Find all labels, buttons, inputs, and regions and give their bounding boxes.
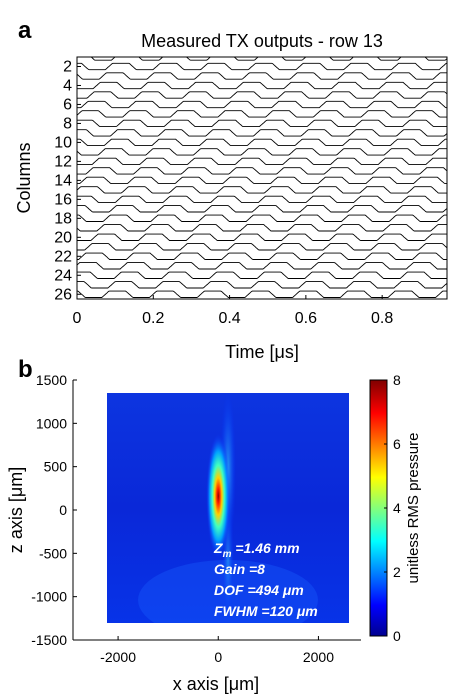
chart-a-y-tick-label: 16 (54, 191, 72, 208)
tx-series-column-5 (77, 91, 447, 99)
panel-label-a: a (18, 17, 32, 44)
chart-a-title: Measured TX outputs - row 13 (141, 31, 383, 51)
tx-series-column-17 (77, 205, 447, 213)
tx-series-column-4 (77, 81, 447, 90)
chart-b-y-tick-label: 500 (44, 459, 68, 475)
chart-b-x-tick-label: 0 (214, 649, 222, 665)
chart-a-y-tick-label: 4 (63, 77, 72, 94)
chart-a-x-axis-label: Time [μs] (225, 342, 299, 362)
chart-b-y-tick-label: 1000 (36, 415, 67, 431)
annotation-gain: Gain =8 (214, 561, 265, 577)
chart-b-x-axis-label: x axis [μm] (173, 674, 259, 694)
chart-a-x-tick-label: 0.8 (371, 310, 393, 327)
tx-series-column-11 (77, 148, 447, 156)
chart-a-y-tick-label: 10 (54, 134, 72, 151)
chart-b-y-tick-label: -1000 (31, 589, 67, 605)
chart-a-x-tick-label: 0.4 (218, 310, 240, 327)
chart-a-x-tick-label: 0.6 (295, 310, 317, 327)
chart-b-y-ticks: 1500 1000 500 0 -500 -1000 -1500 (31, 372, 77, 648)
tx-series-column-26 (77, 290, 447, 298)
colorbar-tick-label: 6 (393, 436, 401, 452)
chart-a-y-tick-label: 8 (63, 115, 72, 132)
annotation-dof: DOF =494 μm (214, 582, 304, 598)
chart-a-y-axis-label: Columns (14, 142, 34, 213)
tx-series-column-21 (77, 243, 447, 251)
tx-series-column-19 (77, 224, 447, 232)
tx-series-column-3 (77, 72, 447, 80)
tx-series-column-13 (77, 167, 447, 175)
chart-a-x-tick-label: 0 (73, 310, 82, 327)
chart-a-x-ticks: 0 0.2 0.4 0.6 0.8 (73, 295, 393, 327)
chart-b-heatmap (107, 393, 349, 623)
chart-a-y-tick-label: 24 (54, 267, 72, 284)
colorbar-tick-label: 2 (393, 564, 401, 580)
tx-series-column-6 (77, 100, 447, 109)
panel-label-b: b (18, 356, 33, 383)
tx-series-column-14 (77, 176, 447, 185)
tx-series-column-22 (77, 252, 447, 260)
tx-series-column-1 (90, 57, 447, 61)
tx-series-column-18 (77, 214, 447, 222)
tx-series-column-7 (77, 110, 447, 118)
colorbar-tick-label: 4 (393, 500, 401, 516)
annotation-fwhm: FWHM =120 μm (214, 603, 318, 619)
chart-a-y-tick-label: 12 (54, 153, 72, 170)
chart-b-y-tick-label: -500 (39, 545, 67, 561)
tx-series-column-8 (77, 119, 447, 128)
annotation-zm: Zm =1.46 mm (213, 540, 300, 560)
tx-series-column-20 (77, 233, 447, 241)
tx-series-column-23 (77, 262, 447, 270)
chart-b-y-tick-label: -1500 (31, 632, 67, 648)
tx-series-column-10 (77, 138, 447, 147)
chart-a-x-tick-label: 0.2 (142, 310, 164, 327)
chart-a-y-tick-label: 14 (54, 172, 72, 189)
chart-b-y-tick-label: 1500 (36, 372, 67, 388)
colorbar-tick-label: 0 (393, 628, 401, 644)
tx-series-column-9 (77, 129, 447, 137)
chart-a-axes-box (76, 56, 448, 300)
chart-a-y-tick-label: 20 (54, 229, 72, 246)
tx-series-column-24 (77, 271, 447, 279)
tx-series-column-16 (77, 195, 447, 204)
chart-b-x-ticks: -2000 0 2000 (100, 636, 334, 665)
chart-a-series-group (77, 57, 447, 298)
chart-b-x-tick-label: 2000 (303, 649, 334, 665)
tx-series-column-2 (77, 62, 447, 71)
tx-series-column-12 (77, 157, 447, 166)
chart-a-y-tick-label: 6 (63, 96, 72, 113)
chart-a-y-tick-label: 26 (54, 286, 72, 303)
chart-b-focal-spot (206, 434, 231, 559)
colorbar-label: unitless RMS pressure (405, 433, 422, 584)
chart-b-x-tick-label: -2000 (100, 649, 136, 665)
tx-series-column-15 (77, 186, 447, 194)
chart-a-y-tick-label: 18 (54, 210, 72, 227)
chart-a-y-tick-label: 2 (63, 58, 72, 75)
tx-series-column-25 (77, 281, 447, 289)
chart-a-y-tick-label: 22 (54, 248, 72, 265)
chart-b-y-axis-label: z axis [μm] (6, 467, 26, 553)
colorbar-tick-label: 8 (393, 372, 401, 388)
chart-b-y-tick-label: 0 (59, 502, 67, 518)
colorbar-ticks: 8 6 4 2 0 (384, 372, 401, 644)
